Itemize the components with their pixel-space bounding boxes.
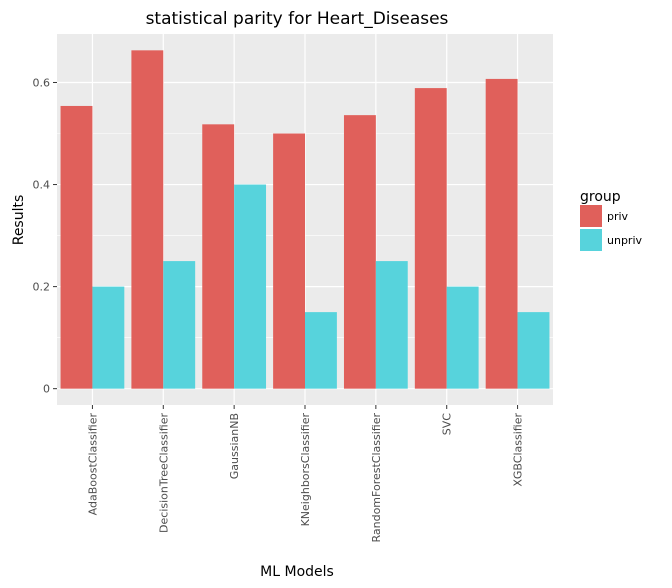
- legend-label-unpriv: unpriv: [607, 234, 643, 247]
- bar-unpriv-XGBClassifier: [517, 312, 550, 389]
- legend-label-priv: priv: [607, 210, 629, 223]
- legend-key-priv: [580, 205, 602, 227]
- x-axis-title: ML Models: [260, 564, 334, 580]
- legend-title: group: [580, 189, 621, 205]
- x-tick-label: SVC: [441, 413, 454, 436]
- bar-priv-KNeighborsClassifier: [273, 133, 305, 389]
- bar-priv-RandomForestClassifier: [343, 115, 376, 389]
- bar-unpriv-GaussianNB: [234, 184, 267, 389]
- bar-priv-GaussianNB: [202, 124, 235, 389]
- bar-unpriv-RandomForestClassifier: [375, 261, 408, 389]
- x-tick-label: AdaBoostClassifier: [86, 413, 99, 516]
- x-tick-label: DecisionTreeClassifier: [157, 413, 170, 533]
- x-tick-label: XGBClassifier: [512, 413, 525, 487]
- x-tick-label: KNeighborsClassifier: [299, 413, 312, 527]
- legend-key-unpriv: [580, 229, 602, 251]
- bar-unpriv-DecisionTreeClassifier: [163, 261, 196, 389]
- chart-title: statistical parity for Heart_Diseases: [146, 9, 449, 29]
- y-tick-label: 0.4: [33, 179, 51, 192]
- bar-unpriv-KNeighborsClassifier: [305, 312, 337, 389]
- x-axis: AdaBoostClassifier DecisionTreeClassifier…: [86, 405, 525, 543]
- bars: [60, 50, 550, 389]
- bar-unpriv-AdaBoostClassifier: [92, 286, 125, 389]
- y-tick-label: 0.6: [33, 76, 51, 89]
- y-tick-label: 0: [43, 383, 50, 396]
- bar-priv-SVC: [414, 88, 447, 389]
- bar-priv-DecisionTreeClassifier: [131, 50, 164, 389]
- bar-priv-XGBClassifier: [485, 78, 518, 389]
- y-axis: 0 0.2 0.4 0.6: [33, 76, 57, 396]
- x-tick-label: RandomForestClassifier: [370, 413, 383, 543]
- y-axis-title: Results: [11, 195, 27, 246]
- x-tick-label: GaussianNB: [228, 413, 241, 479]
- bar-priv-AdaBoostClassifier: [60, 105, 93, 389]
- bar-unpriv-SVC: [446, 286, 479, 389]
- legend: group priv unpriv: [580, 189, 643, 251]
- y-tick-label: 0.2: [33, 281, 51, 294]
